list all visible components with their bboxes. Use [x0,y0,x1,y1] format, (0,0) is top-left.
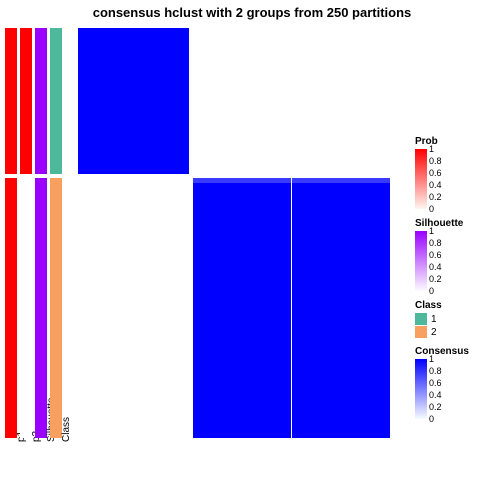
annot-col-p1 [5,28,17,438]
annot-col-silhouette [35,28,47,438]
legend-title: Silhouette [415,218,463,229]
legend-prob: Prob10.80.60.40.20 [415,136,453,209]
legend-swatch [415,313,427,325]
legend-gradient-bar [415,231,427,291]
consensus-heatmap [78,28,390,438]
annot-label-class: Class [61,417,72,442]
legend-consensus: Consensus10.80.60.40.20 [415,346,469,419]
legend-title: Class [415,300,442,311]
legend-silhouette: Silhouette10.80.60.40.20 [415,218,463,291]
annot-col-p2 [20,28,32,438]
annot-col-class [50,28,62,438]
legend-gradient-bar [415,359,427,419]
legend-swatch [415,326,427,338]
legend-gradient-bar [415,149,427,209]
legend-class: Class12 [415,300,442,339]
legend-title: Consensus [415,346,469,357]
page-title: consensus hclust with 2 groups from 250 … [0,5,504,20]
